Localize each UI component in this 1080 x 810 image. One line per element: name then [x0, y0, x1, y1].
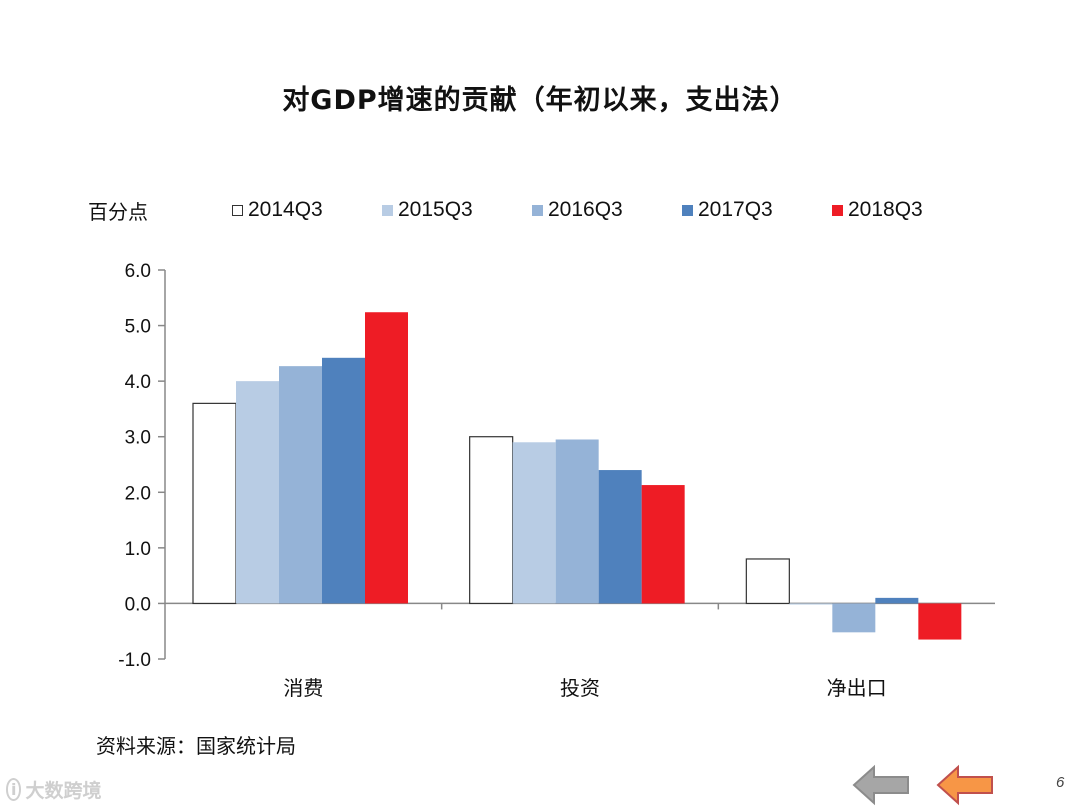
- y-tick-label: 1.0: [125, 539, 151, 560]
- x-category-label: 消费: [283, 676, 323, 700]
- bar-2018q3-2: [918, 603, 962, 640]
- bar-2016q3-1: [555, 439, 599, 604]
- bar-2018q3-1: [641, 485, 685, 604]
- chart-legend: 2014Q3 2015Q3 2016Q3 2017Q3 2018Q3: [232, 198, 982, 222]
- watermark-logo-icon: i: [6, 778, 22, 801]
- bar-2017q3-0: [322, 357, 365, 604]
- chart-title: 对GDP增速的贡献（年初以来，支出法）: [282, 85, 798, 116]
- legend-label-2014q3: 2014Q3: [248, 198, 323, 221]
- y-tick-label: -1.0: [118, 650, 151, 671]
- bar-2014q3-1: [469, 436, 514, 605]
- y-tick-label: 4.0: [125, 372, 151, 393]
- arrow-left-orange-icon: [936, 764, 993, 806]
- watermark: i 大数跨境: [6, 776, 102, 803]
- legend-swatch-2016q3: [532, 204, 543, 216]
- legend-label-2016q3: 2016Q3: [548, 198, 623, 221]
- legend-item-2017q3: 2017Q3: [682, 198, 832, 222]
- bar-2016q3-2: [832, 603, 876, 633]
- nav-forward-button[interactable]: [936, 764, 996, 806]
- y-tick-label: 2.0: [125, 483, 151, 504]
- legend-item-2016q3: 2016Q3: [532, 198, 682, 222]
- bar-2015q3-1: [512, 442, 556, 604]
- bar-2014q3-2: [745, 558, 790, 605]
- legend-item-2015q3: 2015Q3: [382, 198, 532, 222]
- legend-label-2017q3: 2017Q3: [698, 198, 773, 221]
- legend-swatch-2017q3: [682, 204, 693, 216]
- x-category-label: 投资: [560, 676, 600, 700]
- legend-item-2018q3: 2018Q3: [832, 198, 982, 222]
- bar-2017q3-2: [875, 597, 919, 604]
- y-axis-unit: 百分点: [88, 200, 148, 224]
- page-number: 6: [1056, 774, 1065, 791]
- y-tick-label: 6.0: [125, 261, 151, 282]
- legend-swatch-2015q3: [382, 204, 393, 216]
- legend-item-2014q3: 2014Q3: [232, 198, 382, 222]
- nav-back-button[interactable]: [852, 764, 912, 806]
- bar-2015q3-0: [236, 381, 279, 604]
- bar-2015q3-2: [789, 603, 833, 605]
- y-tick-label: 0.0: [125, 594, 151, 615]
- legend-label-2015q3: 2015Q3: [398, 198, 473, 221]
- y-tick-label: 5.0: [125, 317, 151, 338]
- legend-swatch-2018q3: [832, 204, 843, 216]
- bar-2014q3-0: [192, 402, 237, 605]
- watermark-text: 大数跨境: [25, 780, 102, 802]
- y-tick-label: 3.0: [125, 428, 151, 449]
- x-category-label: 净出口: [827, 676, 887, 700]
- bar-2016q3-0: [279, 366, 322, 604]
- bar-2018q3-0: [365, 312, 408, 604]
- bar-chart: 6.0 5.0 4.0 3.0 2.0 1.0 0.0 -1.0 消费 投资 净出口: [118, 261, 995, 700]
- bar-2017q3-1: [598, 470, 642, 604]
- data-source-note: 资料来源：国家统计局: [96, 734, 296, 758]
- legend-swatch-2014q3: [232, 204, 243, 216]
- legend-label-2018q3: 2018Q3: [848, 198, 923, 221]
- arrow-left-gray-icon: [852, 764, 909, 806]
